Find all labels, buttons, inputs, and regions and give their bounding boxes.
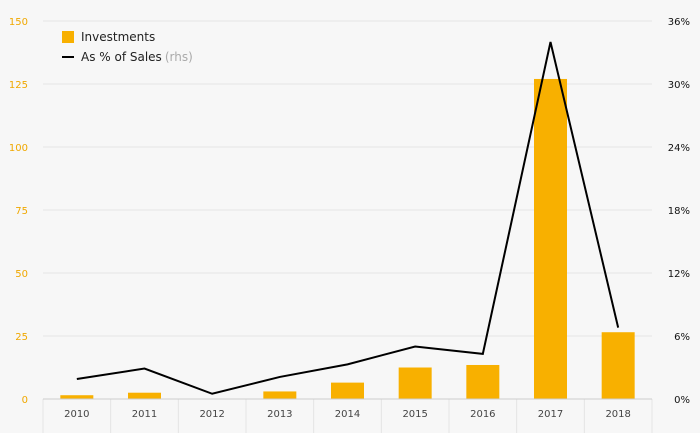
legend: Investments As % of Sales (rhs) xyxy=(62,27,193,67)
legend-label: As % of Sales xyxy=(81,50,162,64)
left-axis-tick-label: 25 xyxy=(15,332,28,343)
right-axis-tick-label: 0% xyxy=(674,395,690,406)
right-axis-tick-label: 18% xyxy=(668,206,690,217)
legend-line-swatch xyxy=(62,56,74,58)
bar xyxy=(398,367,432,399)
right-axis-tick-label: 12% xyxy=(668,269,690,280)
axes: 0 0% 25 6% 50 12% 75 18% 100 24% 125 30% 150 36% 2010 2… xyxy=(9,17,690,420)
bar xyxy=(466,364,500,399)
x-axis-tick-label: 2017 xyxy=(538,409,563,420)
bar-series xyxy=(60,78,635,400)
x-axis-tick-label: 2013 xyxy=(267,409,292,420)
bar xyxy=(263,391,297,399)
bar xyxy=(331,382,364,399)
right-axis-tick-label: 24% xyxy=(668,143,690,154)
left-axis-tick-label: 0 xyxy=(22,395,28,406)
left-axis-tick-label: 75 xyxy=(15,206,28,217)
x-axis-tick-label: 2012 xyxy=(199,409,224,420)
left-axis-tick-label: 150 xyxy=(9,17,28,28)
legend-item-investments: Investments xyxy=(62,27,193,47)
bar xyxy=(534,78,567,400)
bar xyxy=(601,332,635,399)
sales-ratio-line xyxy=(76,41,620,395)
grid-lines xyxy=(42,20,653,433)
left-axis-tick-label: 125 xyxy=(9,80,28,91)
line-series xyxy=(76,41,620,395)
right-axis-tick-label: 36% xyxy=(668,17,690,28)
x-axis-tick-label: 2018 xyxy=(605,409,630,420)
bar xyxy=(128,392,161,399)
left-axis-tick-label: 50 xyxy=(15,269,28,280)
x-axis-tick-label: 2011 xyxy=(132,409,157,420)
right-axis-tick-label: 30% xyxy=(668,80,690,91)
right-axis-tick-label: 6% xyxy=(674,332,690,343)
legend-label: Investments xyxy=(81,30,156,44)
x-axis-tick-label: 2010 xyxy=(64,409,89,420)
x-axis-tick-label: 2016 xyxy=(470,409,495,420)
legend-suffix: (rhs) xyxy=(164,50,193,64)
x-axis-tick-label: 2015 xyxy=(402,409,427,420)
left-axis-tick-label: 100 xyxy=(9,143,28,154)
bar xyxy=(60,395,94,399)
legend-item-sales-ratio: As % of Sales (rhs) xyxy=(62,47,193,67)
x-axis-tick-label: 2014 xyxy=(335,409,360,420)
legend-bar-swatch xyxy=(62,31,74,43)
